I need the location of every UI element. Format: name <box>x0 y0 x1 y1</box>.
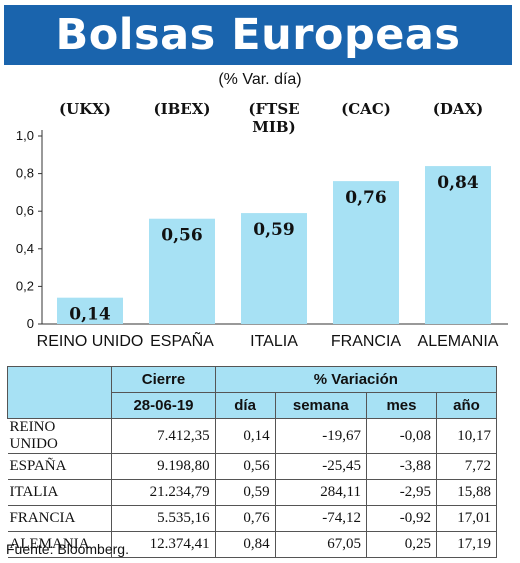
category-label: ALEMANIA <box>418 333 499 350</box>
cell-anio: 17,01 <box>436 505 497 532</box>
bar <box>425 166 491 324</box>
column-header: año <box>436 392 497 419</box>
y-tick-label: 1,0 <box>16 128 34 143</box>
data-table: Cierre % Variación 28-06-19 día semana m… <box>6 366 498 558</box>
cell-mes: -2,95 <box>365 479 437 506</box>
row-name: REINO UNIDO <box>7 418 112 454</box>
table-row: REINO UNIDO 7.412,35 0,14 -19,67 -0,08 1… <box>7 418 497 454</box>
source-note: Fuente: Bloomberg. <box>6 541 129 557</box>
chart-subtitle: (% Var. día) <box>218 71 302 88</box>
page-title: Bolsas Europeas <box>55 10 461 60</box>
table-row: ITALIA 21.234,79 0,59 284,11 -2,95 15,88 <box>7 479 497 506</box>
table-corner <box>6 366 113 393</box>
data-label: 0,84 <box>437 173 479 193</box>
cell-cierre: 12.374,41 <box>111 531 216 558</box>
cell-mes: -0,92 <box>365 505 437 532</box>
category-label: ITALIA <box>250 333 298 350</box>
cell-anio: 10,17 <box>436 418 497 454</box>
y-tick-label: 0,6 <box>16 203 34 218</box>
y-tick-label: 0,2 <box>16 278 34 293</box>
bar <box>149 218 215 324</box>
column-header: día <box>214 392 276 419</box>
bar-chart: 0 0,2 0,4 0,6 0,8 1,0 0,14 REINO UNIDO 0,56 ESPAÑ… <box>16 128 508 350</box>
y-tick-label: 0,8 <box>16 166 34 181</box>
cell-cierre: 21.234,79 <box>111 479 216 506</box>
index-code: (FTSE MIB) <box>248 100 300 136</box>
cell-semana: -19,67 <box>274 418 367 454</box>
cell-semana: -25,45 <box>274 453 367 480</box>
row-name: ITALIA <box>7 479 112 506</box>
cell-mes: -3,88 <box>365 453 437 480</box>
y-tick-label: 0,4 <box>16 241 34 256</box>
group-header-cierre: Cierre <box>111 366 216 393</box>
cell-cierre: 5.535,16 <box>111 505 216 532</box>
y-tick-label: 0 <box>27 316 34 331</box>
column-header: 28-06-19 <box>111 392 216 419</box>
row-name: ESPAÑA <box>7 453 112 480</box>
index-code: (CAC) <box>341 100 391 118</box>
cell-dia: 0,14 <box>214 418 276 454</box>
cell-semana: 67,05 <box>274 531 367 558</box>
bar <box>241 213 307 324</box>
index-code: (UKX) <box>59 100 111 118</box>
column-header: mes <box>365 392 438 419</box>
table-row: FRANCIA 5.535,16 0,76 -74,12 -0,92 17,01 <box>7 505 497 532</box>
cell-dia: 0,59 <box>214 479 276 506</box>
cell-anio: 17,19 <box>436 531 497 558</box>
index-code: (DAX) <box>432 100 484 118</box>
cell-dia: 0,56 <box>214 453 276 480</box>
cell-dia: 0,84 <box>214 531 276 558</box>
category-label: REINO UNIDO <box>37 333 144 350</box>
cell-semana: 284,11 <box>274 479 367 506</box>
cell-dia: 0,76 <box>214 505 276 532</box>
data-label: 0,14 <box>69 305 111 325</box>
cell-semana: -74,12 <box>274 505 367 532</box>
table-row: ALEMANIA 12.374,41 0,84 67,05 0,25 17,19 <box>7 531 497 558</box>
data-label: 0,76 <box>345 188 386 208</box>
data-label: 0,59 <box>253 220 294 240</box>
row-name: ALEMANIA <box>7 531 112 558</box>
table-row: ESPAÑA 9.198,80 0,56 -25,45 -3,88 7,72 <box>7 453 497 480</box>
bar <box>57 297 123 324</box>
column-header: semana <box>274 392 367 419</box>
row-name: FRANCIA <box>7 505 112 532</box>
table-corner-lower <box>6 392 113 419</box>
bar <box>333 181 399 324</box>
category-label: ESPAÑA <box>150 330 214 350</box>
title-banner: Bolsas Europeas <box>4 5 512 65</box>
cell-anio: 7,72 <box>436 453 497 480</box>
index-codes: (UKX) (IBEX) (FTSE MIB) (CAC) (DAX) <box>0 100 520 136</box>
index-code: (IBEX) <box>153 100 211 118</box>
group-header-variacion: % Variación <box>214 366 498 393</box>
category-label: FRANCIA <box>331 333 402 350</box>
cell-anio: 15,88 <box>436 479 497 506</box>
cell-mes: 0,25 <box>365 531 437 558</box>
cell-cierre: 9.198,80 <box>111 453 216 480</box>
cell-cierre: 7.412,35 <box>111 418 216 454</box>
data-label: 0,56 <box>161 226 202 246</box>
cell-mes: -0,08 <box>365 418 437 454</box>
